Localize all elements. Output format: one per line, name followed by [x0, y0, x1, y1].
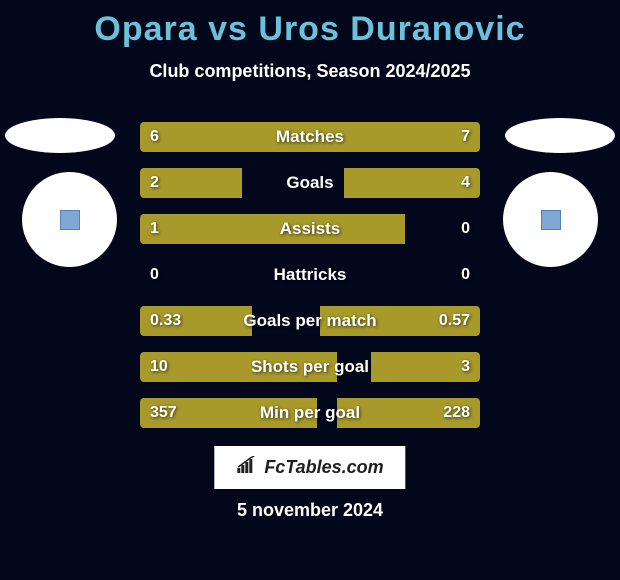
stat-value-right: 0.57	[439, 312, 470, 330]
branding-chart-icon	[236, 456, 258, 479]
stat-row: 1Assists0	[140, 214, 480, 244]
stat-row: 6Matches7	[140, 122, 480, 152]
club-placeholder-icon	[60, 210, 80, 230]
player-badge-left	[5, 118, 115, 153]
stat-value-right: 3	[461, 358, 470, 376]
stat-label: Shots per goal	[140, 357, 480, 377]
stat-value-right: 228	[443, 404, 470, 422]
club-placeholder-icon	[541, 210, 561, 230]
stat-label: Assists	[140, 219, 480, 239]
stat-row: 357Min per goal228	[140, 398, 480, 428]
stat-row: 0.33Goals per match0.57	[140, 306, 480, 336]
stat-label: Hattricks	[140, 265, 480, 285]
branding-text: FcTables.com	[264, 457, 383, 478]
date-label: 5 november 2024	[0, 500, 620, 521]
stat-value-right: 0	[461, 266, 470, 284]
stat-value-right: 4	[461, 174, 470, 192]
stat-value-right: 7	[461, 128, 470, 146]
stat-label: Min per goal	[140, 403, 480, 423]
stat-value-right: 0	[461, 220, 470, 238]
stats-container: 6Matches72Goals41Assists00Hattricks00.33…	[140, 122, 480, 444]
stat-label: Goals per match	[140, 311, 480, 331]
stat-row: 0Hattricks0	[140, 260, 480, 290]
branding-box: FcTables.com	[214, 446, 405, 489]
subtitle: Club competitions, Season 2024/2025	[0, 61, 620, 82]
stat-row: 10Shots per goal3	[140, 352, 480, 382]
stat-label: Goals	[140, 173, 480, 193]
stat-row: 2Goals4	[140, 168, 480, 198]
club-badge-right	[503, 172, 598, 267]
club-badge-left	[22, 172, 117, 267]
player-badge-right	[505, 118, 615, 153]
stat-label: Matches	[140, 127, 480, 147]
page-title: Opara vs Uros Duranovic	[0, 0, 620, 49]
